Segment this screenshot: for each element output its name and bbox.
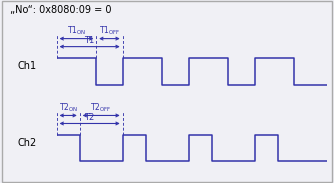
Text: T1$_{\rm ON}$: T1$_{\rm ON}$ bbox=[67, 25, 86, 37]
Text: Ch2: Ch2 bbox=[18, 138, 37, 148]
Text: T2$_{\rm OFF}$: T2$_{\rm OFF}$ bbox=[91, 101, 112, 114]
Text: „No“: 0x8080:09 = 0: „No“: 0x8080:09 = 0 bbox=[10, 5, 112, 16]
Text: Ch1: Ch1 bbox=[18, 61, 37, 71]
Text: T2: T2 bbox=[85, 113, 95, 122]
Text: T1: T1 bbox=[85, 36, 95, 45]
Text: T1$_{\rm OFF}$: T1$_{\rm OFF}$ bbox=[99, 25, 120, 37]
Text: T2$_{\rm ON}$: T2$_{\rm ON}$ bbox=[58, 101, 78, 114]
